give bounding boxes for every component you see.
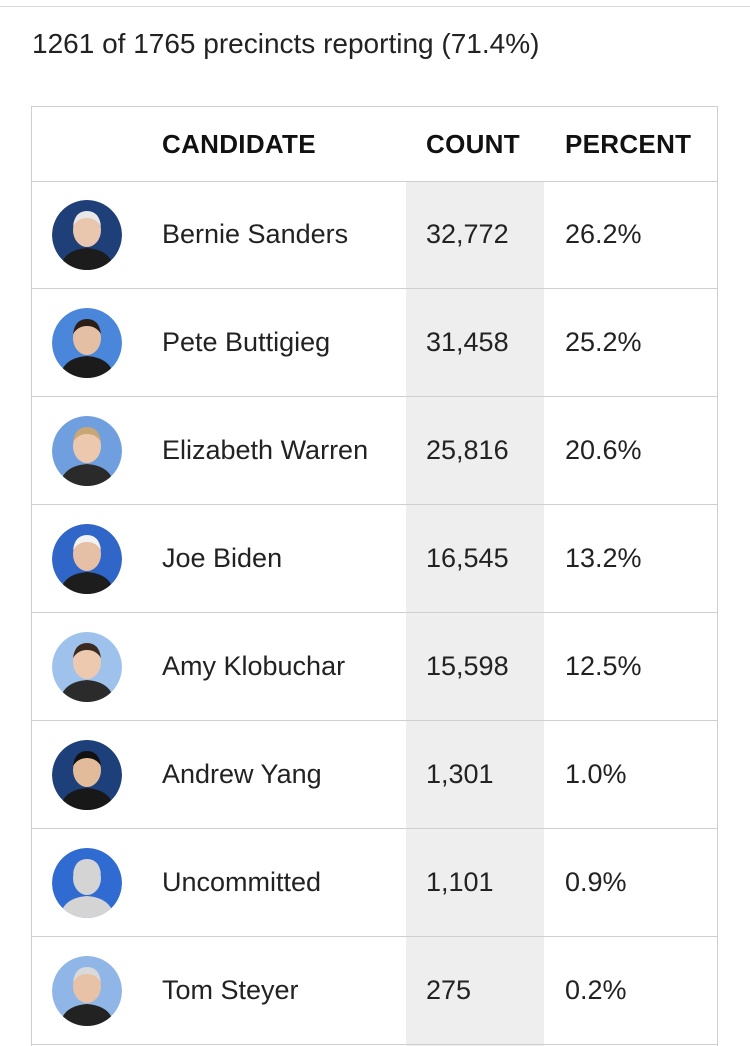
candidate-photo-icon xyxy=(52,956,122,1026)
vote-percent: 26.2% xyxy=(565,219,642,249)
table-row: Uncommitted 1,101 0.9% xyxy=(32,829,717,937)
header-count: COUNT xyxy=(426,128,520,159)
table-row: Tom Steyer 275 0.2% xyxy=(32,937,717,1045)
table-row: Elizabeth Warren 25,816 20.6% xyxy=(32,397,717,505)
results-table: CANDIDATE COUNT PERCENT Bernie Sanders 32… xyxy=(31,106,718,1046)
vote-percent: 1.0% xyxy=(565,759,627,789)
candidate-photo-icon xyxy=(52,200,122,270)
vote-percent: 0.9% xyxy=(565,867,627,897)
table-row: Pete Buttigieg 31,458 25.2% xyxy=(32,289,717,397)
candidate-name: Joe Biden xyxy=(162,543,283,573)
candidate-name: Andrew Yang xyxy=(162,759,322,789)
header-candidate: CANDIDATE xyxy=(162,128,316,159)
top-divider xyxy=(0,0,750,7)
table-row: Andrew Yang 1,301 1.0% xyxy=(32,721,717,829)
candidate-name: Amy Klobuchar xyxy=(162,651,346,681)
vote-count: 31,458 xyxy=(426,327,509,357)
candidate-photo-icon xyxy=(52,416,122,486)
vote-count: 32,772 xyxy=(426,219,509,249)
candidate-name: Bernie Sanders xyxy=(162,219,349,249)
table-row: Amy Klobuchar 15,598 12.5% xyxy=(32,613,717,721)
candidate-photo-icon xyxy=(52,848,122,918)
precincts-reporting-status: 1261 of 1765 precincts reporting (71.4%) xyxy=(32,28,540,59)
vote-percent: 0.2% xyxy=(565,975,627,1005)
vote-percent: 13.2% xyxy=(565,543,642,573)
header-percent: PERCENT xyxy=(565,128,692,159)
vote-count: 15,598 xyxy=(426,651,509,681)
count-column-shading xyxy=(406,181,544,1046)
candidate-photo-icon xyxy=(52,632,122,702)
vote-percent: 25.2% xyxy=(565,327,642,357)
vote-percent: 12.5% xyxy=(565,651,642,681)
table-header-row: CANDIDATE COUNT PERCENT xyxy=(32,107,717,182)
table-row: Joe Biden 16,545 13.2% xyxy=(32,505,717,613)
vote-count: 275 xyxy=(426,975,472,1005)
candidate-name: Elizabeth Warren xyxy=(162,435,369,465)
candidate-name: Tom Steyer xyxy=(162,975,299,1005)
vote-count: 25,816 xyxy=(426,435,509,465)
vote-count: 16,545 xyxy=(426,543,509,573)
vote-percent: 20.6% xyxy=(565,435,642,465)
vote-count: 1,101 xyxy=(426,867,494,897)
candidate-name: Uncommitted xyxy=(162,867,322,897)
candidate-photo-icon xyxy=(52,524,122,594)
vote-count: 1,301 xyxy=(426,759,494,789)
table-row: Bernie Sanders 32,772 26.2% xyxy=(32,181,717,289)
candidate-photo-icon xyxy=(52,308,122,378)
candidate-name: Pete Buttigieg xyxy=(162,327,331,357)
candidate-photo-icon xyxy=(52,740,122,810)
